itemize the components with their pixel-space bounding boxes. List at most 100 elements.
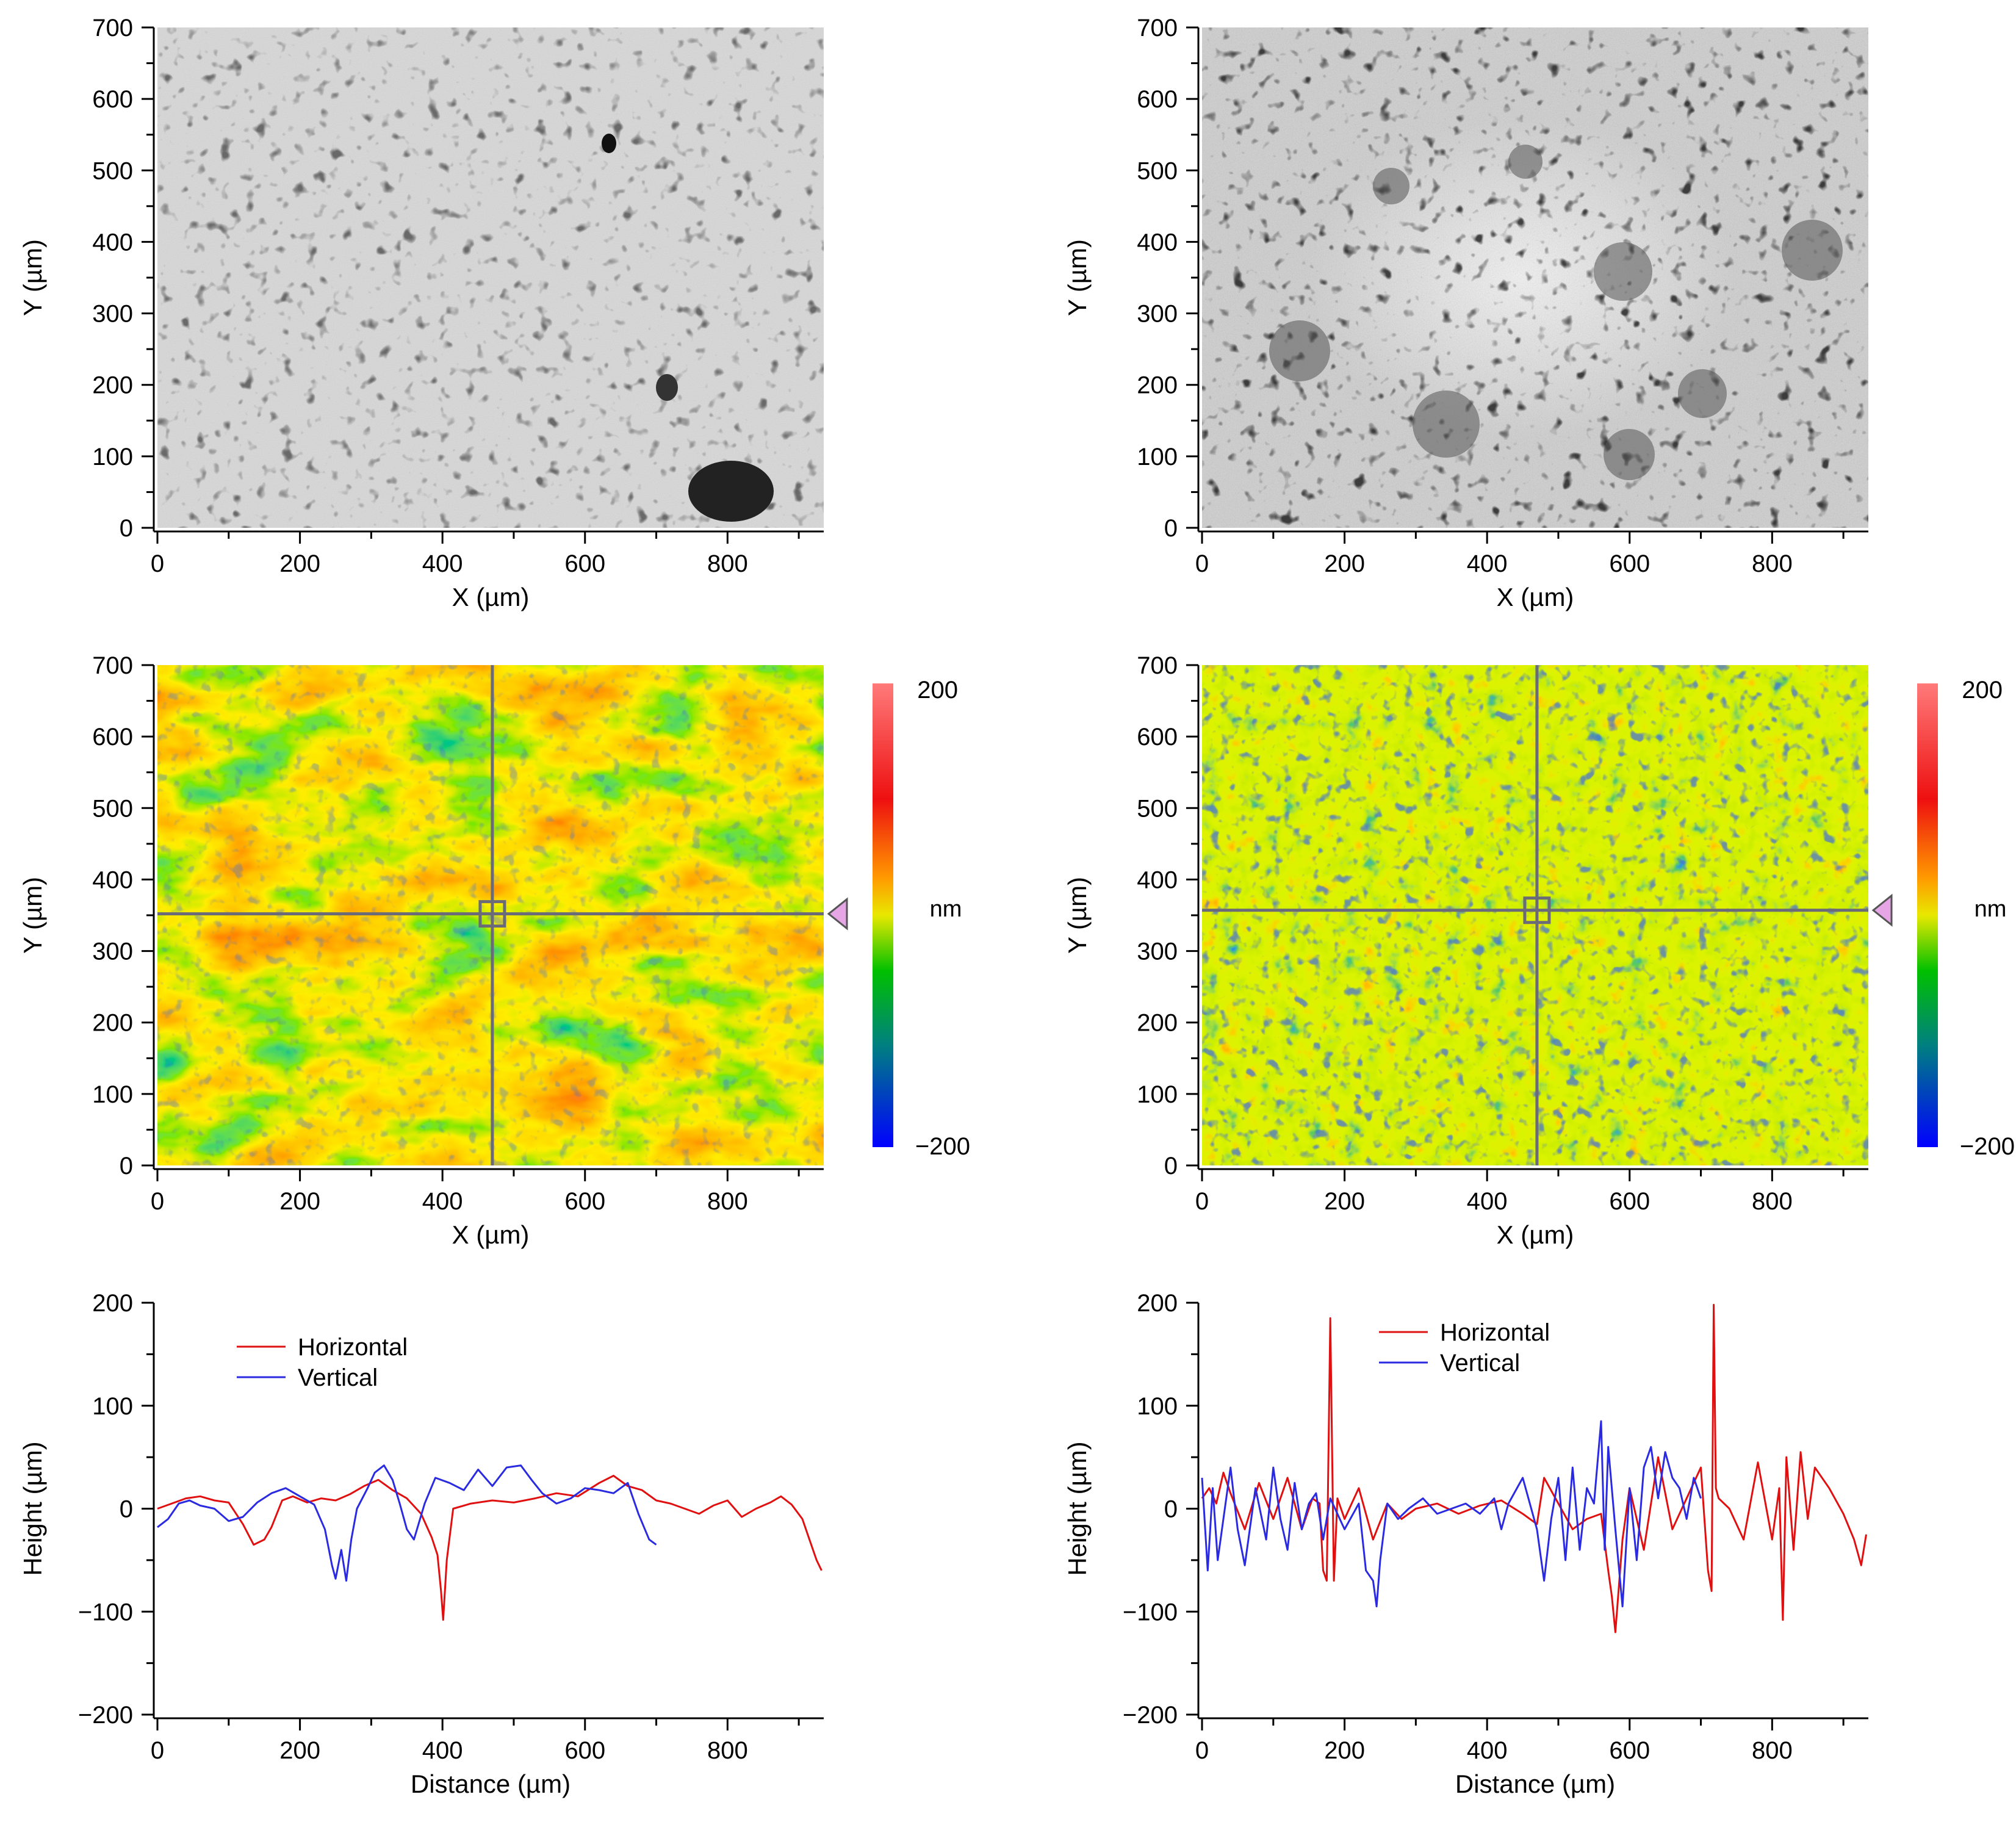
y-tick-label: 500 [1137,795,1178,822]
x-tick-label: 200 [1324,1188,1365,1215]
micrograph-left: 0 200 400 600 800 0 100 200 300 400 500 600 700 X (µm… [18,15,824,611]
colorbar-min-label: −200 [915,1133,970,1160]
y-tick-label: 100 [92,1393,133,1420]
y-tick-label: 200 [92,1290,133,1317]
x-tick-label: 0 [1195,1737,1209,1764]
series-line-vertical [157,1464,657,1582]
defect-blob [688,461,774,522]
y-axis-label: Y (µm) [1063,877,1092,954]
colorbar-min-label: −200 [1960,1133,2015,1160]
y-tick-label: 700 [1137,652,1178,679]
y-tick-label: 100 [92,1081,133,1108]
colorbar-unit-label: nm [930,896,962,922]
corrosion-spot [1508,145,1543,179]
x-axis-label: Distance (µm) [411,1770,571,1798]
series-line-vertical [1201,1420,1702,1608]
profile-left: 0 200 400 600 800 −200 −100 0 100 200 Distance (µm… [18,1290,824,1798]
x-tick-label: 400 [1467,1188,1508,1215]
x-axis-label: X (µm) [452,1220,530,1249]
y-tick-label: 0 [120,1153,133,1179]
x-tick-label: 400 [422,1737,463,1764]
y-tick-label: 200 [92,372,133,399]
corrosion-spot [1678,369,1727,418]
x-tick-label: 600 [564,550,605,577]
legend-label-vertical: Vertical [1440,1350,1520,1377]
micrograph-right: 0 200 400 600 800 0 100 200 300 400 500 600 700 X (µm… [1063,15,1868,611]
y-tick-label: 500 [1137,157,1178,184]
y-tick-label: 100 [1137,1081,1178,1108]
y-tick-label: 300 [1137,938,1178,965]
x-tick-label: 200 [1324,550,1365,577]
x-tick-label: 400 [1467,550,1508,577]
defect-blob [656,374,678,401]
heightmap-right: 0 200 400 600 800 0 100 200 300 400 500 600 700 X (µm… [1063,652,2015,1249]
y-tick-label: 600 [92,724,133,751]
y-tick-label: 600 [1137,86,1178,113]
y-tick-label: 300 [92,301,133,328]
x-tick-label: 400 [422,1188,463,1215]
y-tick-label: 300 [1137,301,1178,328]
y-tick-label: 100 [1137,444,1178,470]
y-axis-label: Y (µm) [1063,239,1092,316]
y-tick-label: 0 [120,1496,133,1523]
x-tick-label: 600 [564,1737,605,1764]
x-tick-label: 600 [564,1188,605,1215]
y-tick-label: −100 [1123,1599,1178,1626]
profile-right: 0 200 400 600 800 −200 −100 0 100 200 Distance (µm… [1063,1290,1868,1798]
y-tick-label: 100 [92,444,133,470]
micrograph-defects [157,27,824,528]
series-line-horizontal [157,1475,823,1621]
x-tick-label: 200 [1324,1737,1365,1764]
profile-marker-icon[interactable] [1871,893,1893,927]
y-axis-label: Y (µm) [18,877,47,954]
y-tick-label: −100 [78,1599,133,1626]
x-tick-label: 600 [1609,1737,1650,1764]
y-tick-label: 500 [92,795,133,822]
profile-marker-icon[interactable] [827,897,848,931]
legend-label-horizontal: Horizontal [1440,1319,1550,1346]
x-tick-label: 800 [1752,550,1793,577]
corrosion-spot [1604,429,1655,480]
corrosion-spot [1373,168,1409,204]
y-tick-label: 400 [92,229,133,256]
y-tick-label: 200 [1137,372,1178,399]
x-tick-label: 200 [279,1737,320,1764]
y-tick-label: 600 [92,86,133,113]
y-tick-label: 0 [1164,1153,1178,1179]
y-tick-label: 400 [92,866,133,893]
corrosion-spot [1413,391,1480,458]
colorbar [1917,683,1938,1147]
x-axis-label: X (µm) [1497,583,1574,611]
colorbar-unit-label: nm [1975,896,2007,922]
x-axis-label: Distance (µm) [1455,1770,1615,1798]
x-tick-label: 0 [151,1188,164,1215]
y-tick-label: 400 [1137,229,1178,256]
crosshair-handle[interactable] [1523,896,1551,924]
colorbar [873,683,893,1147]
heightmap-left: 0 200 400 600 800 0 100 200 300 400 500 600 700 X (µm… [18,652,970,1249]
x-tick-label: 200 [279,550,320,577]
x-axis-label: X (µm) [452,583,530,611]
y-tick-label: 0 [1164,515,1178,542]
y-tick-label: 200 [92,1010,133,1037]
y-tick-label: 300 [92,938,133,965]
x-tick-label: 800 [1752,1737,1793,1764]
corrosion-spot [1782,220,1843,281]
y-tick-label: 0 [1164,1496,1178,1523]
micrograph-defects [1202,27,1868,528]
x-tick-label: 0 [151,550,164,577]
y-tick-label: 700 [92,652,133,679]
crosshair-handle[interactable] [478,900,506,928]
y-axis-label: Y (µm) [18,239,47,316]
x-tick-label: 400 [1467,1737,1508,1764]
corrosion-spot [1269,320,1330,381]
x-tick-label: 200 [279,1188,320,1215]
y-tick-label: −200 [1123,1702,1178,1729]
y-tick-label: 600 [1137,724,1178,751]
x-tick-label: 800 [707,550,748,577]
defect-blob [602,134,616,153]
y-tick-label: 0 [120,515,133,542]
x-tick-label: 600 [1609,550,1650,577]
x-tick-label: 0 [1195,1188,1209,1215]
